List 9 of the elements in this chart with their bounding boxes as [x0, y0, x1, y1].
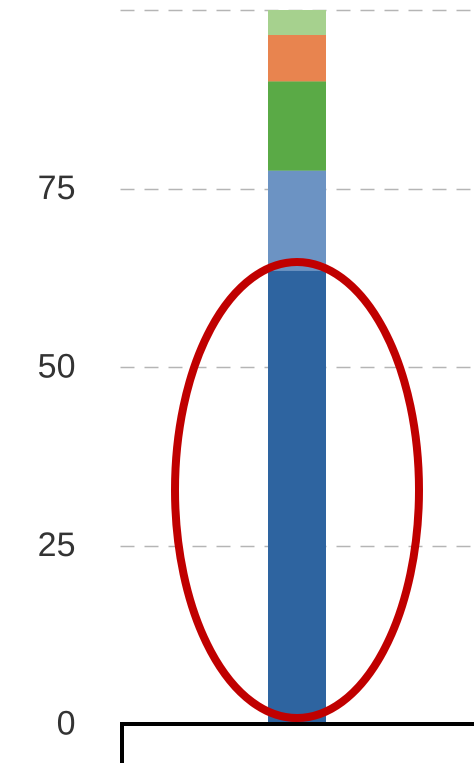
- y-tick-label: 0: [56, 704, 76, 742]
- y-tick-label: 75: [38, 169, 76, 207]
- y-tick-label: 25: [38, 526, 76, 564]
- bar: [268, 170, 326, 271]
- bar: [268, 10, 326, 35]
- bar: [268, 81, 326, 171]
- y-tick-label: 50: [38, 348, 76, 386]
- bar: [268, 270, 326, 724]
- bar: [268, 34, 326, 82]
